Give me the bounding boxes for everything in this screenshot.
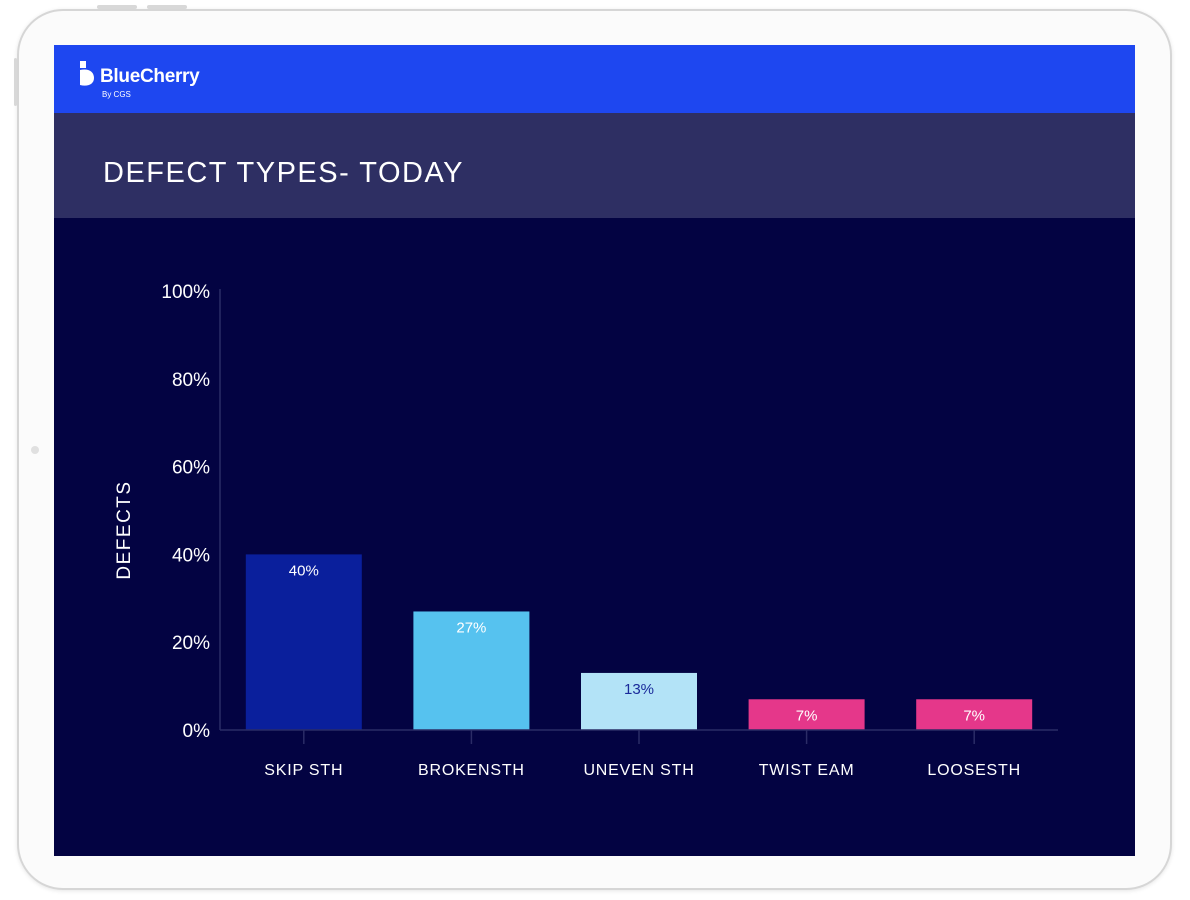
y-tick-label: 0% — [183, 721, 211, 742]
tablet-power-button — [147, 5, 187, 9]
title-bar: DEFECT TYPES- TODAY — [54, 113, 1135, 218]
x-axis-labels: SKIP STH BROKENSTH UNEVEN STH TWIST EAM LOOS… — [264, 762, 1021, 779]
bar[interactable] — [245, 554, 362, 730]
tablet-side-button — [14, 58, 17, 106]
bar-data-label: 7% — [796, 707, 818, 724]
bluecherry-logo-icon — [80, 61, 94, 86]
bars-group: 40% 27% 13% 7% 7% — [245, 554, 1033, 730]
tablet-volume-button — [97, 5, 137, 9]
bar[interactable] — [413, 611, 530, 730]
brand-name: BlueCherry — [100, 66, 200, 87]
x-tick-label: LOOSESTH — [927, 762, 1021, 779]
bar[interactable] — [581, 672, 697, 730]
x-tick-label: SKIP STH — [264, 762, 343, 779]
y-axis-title: DEFECTS — [114, 480, 135, 579]
y-tick-label: 60% — [172, 458, 210, 479]
x-tick-label: TWIST EAM — [759, 762, 855, 779]
y-axis-ticks: 0% 20% 40% 60% 80% 100% — [161, 282, 210, 742]
bar-data-label: 27% — [456, 619, 486, 636]
brand-subtitle: By CGS — [102, 90, 131, 99]
x-tick-label: UNEVEN STH — [583, 762, 694, 779]
bar-data-label: 13% — [624, 681, 654, 698]
y-tick-label: 40% — [172, 545, 210, 566]
axes-group — [219, 289, 1058, 744]
y-tick-label: 100% — [161, 282, 210, 303]
bar[interactable] — [748, 699, 865, 730]
y-tick-label: 20% — [172, 633, 210, 654]
tablet-camera — [31, 446, 39, 454]
page-title: DEFECT TYPES- TODAY — [103, 157, 465, 189]
app-header: BlueCherry By CGS — [54, 45, 1135, 113]
y-tick-label: 80% — [172, 370, 210, 391]
bar-data-label: 7% — [963, 707, 985, 724]
defect-types-chart: 0% 20% 40% 60% 80% 100% DEFECTS 40% 27% 13% 7% 7%… — [114, 282, 1058, 779]
x-tick-label: BROKENSTH — [418, 762, 525, 779]
bar[interactable] — [916, 699, 1033, 730]
bar-data-label: 40% — [289, 562, 319, 579]
app-screen: BlueCherry By CGS DEFECT TYPES- TODAY 0%… — [54, 45, 1135, 856]
